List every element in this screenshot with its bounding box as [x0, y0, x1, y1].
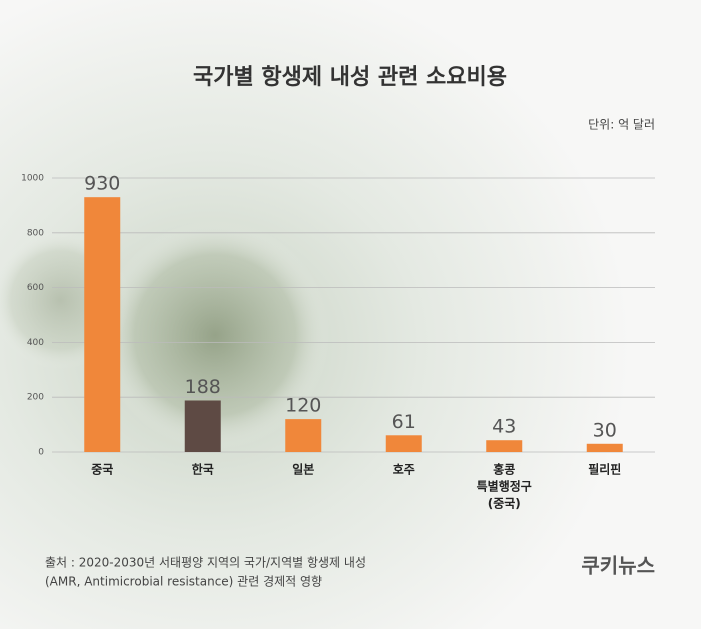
x-tick-label: (중국): [488, 497, 521, 511]
virus-decoration: [100, 220, 330, 450]
x-tick-label: 호주: [393, 463, 415, 477]
source-line: 출처 : 2020-2030년 서태평양 지역의 국가/지역별 항생제 내성: [45, 556, 366, 570]
value-label: 120: [285, 395, 321, 417]
y-tick-label: 400: [27, 338, 44, 348]
y-tick-label: 800: [27, 228, 44, 238]
value-label: 43: [492, 416, 516, 438]
x-tick-label: 중국: [91, 463, 113, 477]
x-tick-label: 특별행정구: [477, 479, 532, 494]
y-tick-label: 0: [38, 448, 44, 458]
bar: [84, 197, 121, 452]
value-label: 61: [392, 411, 416, 433]
source-line: (AMR, Antimicrobial resistance) 관련 경제적 영…: [45, 575, 322, 589]
y-tick-label: 600: [27, 283, 44, 293]
chart-title: 국가별 항생제 내성 관련 소요비용: [193, 65, 507, 90]
y-tick-label: 1000: [21, 174, 44, 184]
unit-label: 단위: 억 달러: [588, 118, 655, 132]
value-label: 930: [84, 173, 120, 195]
x-tick-label: 일본: [292, 463, 314, 477]
bar: [586, 443, 623, 452]
bar: [285, 419, 322, 452]
value-label: 30: [593, 419, 617, 441]
y-tick-label: 200: [27, 393, 44, 403]
x-tick-label: 홍콩: [493, 462, 515, 477]
bar: [486, 440, 523, 452]
value-label: 188: [185, 376, 221, 398]
bar: [184, 400, 221, 452]
logo: 쿠키뉴스: [581, 554, 655, 578]
bar: [385, 435, 422, 452]
x-tick-label: 필리핀: [588, 462, 621, 477]
x-tick-label: 한국: [192, 462, 214, 477]
